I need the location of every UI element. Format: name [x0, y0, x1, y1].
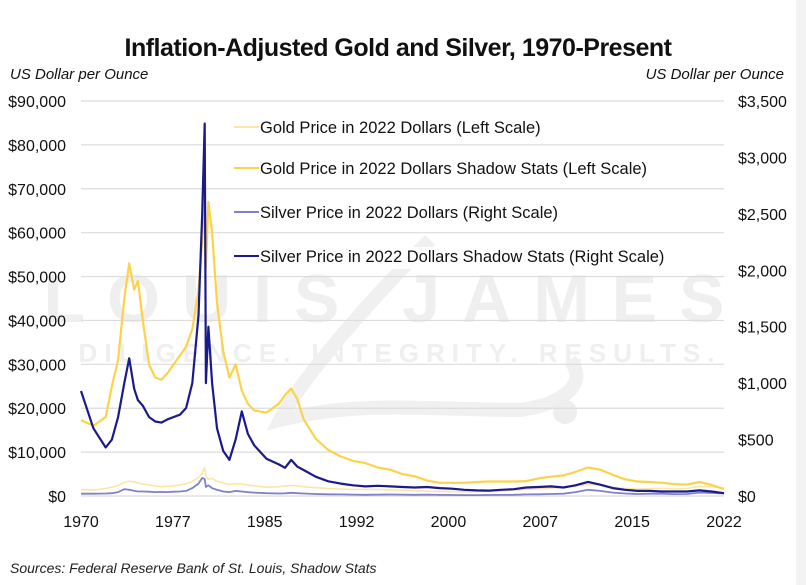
x-tick-label: 1985: [247, 514, 283, 531]
x-axis: 1970 1977 1985 1992 2000 2007 2015 2022: [63, 514, 742, 531]
series-line-4: [79, 122, 725, 495]
legend-item-bg: [234, 247, 694, 269]
y-right-tick-label: $1,500: [738, 320, 787, 337]
legend-label: Silver Price in 2022 Dollars Shadow Stat…: [260, 248, 664, 266]
legend-item-bg: [234, 159, 694, 181]
y-right-tick-label: $3,000: [738, 150, 787, 167]
watermark-line1: LOUIS JAMES: [44, 261, 747, 337]
y-left-tick-label: $70,000: [8, 182, 66, 199]
series-line-3: [81, 477, 725, 496]
legend-label: Silver Price in 2022 Dollars (Right Scal…: [260, 204, 558, 222]
legend-label: Gold Price in 2022 Dollars (Left Scale): [260, 119, 541, 137]
gridlines: [81, 100, 724, 497]
watermark-line2: DILIGENCE. INTEGRITY. RESULTS.: [79, 338, 722, 368]
x-tick-label: 1992: [339, 514, 375, 531]
legend-label: Gold Price in 2022 Dollars Shadow Stats …: [260, 160, 647, 178]
x-tick-label: 2007: [522, 514, 558, 531]
legend-item: Silver Price in 2022 Dollars (Right Scal…: [234, 203, 694, 225]
y-left-tick-label: $20,000: [8, 401, 66, 418]
legend-item-bg: [234, 203, 694, 225]
left-y-axis: $0 $10,000 $20,000 $30,000 $40,000 $50,000 $60…: [8, 94, 66, 506]
y-left-tick-label: $50,000: [8, 270, 66, 287]
right-margin-bar: [796, 0, 806, 585]
chart-title: Inflation-Adjusted Gold and Silver, 1970…: [124, 34, 672, 62]
y-left-tick-label: $0: [48, 489, 66, 506]
y-left-tick-label: $30,000: [8, 357, 66, 374]
legend-item: Gold Price in 2022 Dollars Shadow Stats …: [234, 159, 694, 181]
y-left-tick-label: $60,000: [8, 226, 66, 243]
y-right-tick-label: $3,500: [738, 94, 787, 111]
legend-item: Silver Price in 2022 Dollars Shadow Stat…: [234, 247, 694, 269]
x-tick-label: 1977: [155, 514, 191, 531]
right-axis-unit-label: US Dollar per Ounce: [645, 66, 784, 83]
left-axis-unit-label: US Dollar per Ounce: [10, 66, 149, 83]
series-line-2: [80, 178, 725, 491]
y-right-tick-label: $500: [738, 433, 774, 450]
x-tick-label: 2015: [614, 514, 650, 531]
y-right-tick-label: $2,500: [738, 207, 787, 224]
y-left-tick-label: $90,000: [8, 94, 66, 111]
y-left-tick-label: $80,000: [8, 138, 66, 155]
y-left-tick-label: $10,000: [8, 445, 66, 462]
source-note: Sources: Federal Reserve Bank of St. Lou…: [10, 560, 377, 576]
legend: Gold Price in 2022 Dollars (Left Scale) G…: [234, 118, 694, 269]
watermark: LOUIS JAMES DILIGENCE. INTEGRITY. RESULT…: [44, 235, 747, 431]
x-tick-label: 1970: [63, 514, 99, 531]
y-right-tick-label: $0: [738, 489, 756, 506]
series-line-1: [80, 466, 725, 493]
legend-item: Gold Price in 2022 Dollars (Left Scale): [234, 118, 694, 140]
x-tick-label: 2000: [431, 514, 467, 531]
legend-item-bg: [234, 118, 694, 140]
watermark-dot: [553, 400, 577, 424]
right-y-axis: $0 $500 $1,000 $1,500 $2,000 $2,500 $3,000 $3,5…: [738, 94, 787, 506]
y-right-tick-label: $2,000: [738, 263, 787, 280]
series-lines: [79, 122, 725, 496]
y-left-tick-label: $40,000: [8, 313, 66, 330]
x-tick-label: 2022: [706, 514, 742, 531]
y-right-tick-label: $1,000: [738, 376, 787, 393]
